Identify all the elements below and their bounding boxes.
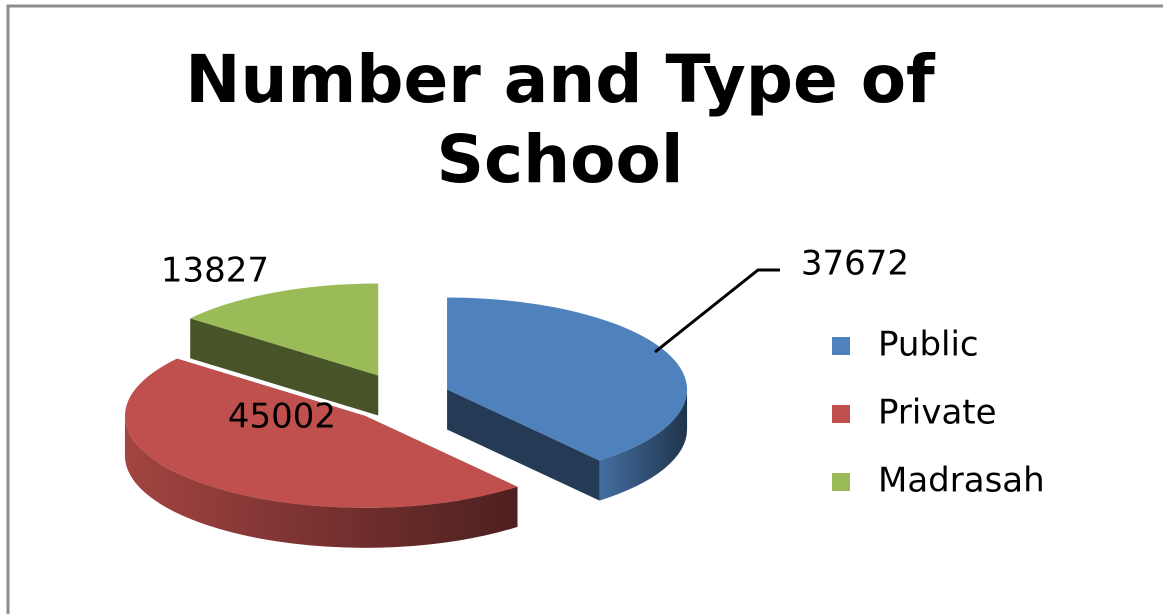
legend-label: Madrasah: [878, 461, 1045, 501]
legend-label: Private: [878, 393, 997, 433]
pie-slice-wall: [190, 318, 379, 416]
pie-slice: [447, 297, 688, 461]
legend-swatch: [832, 473, 850, 491]
chart-frame: [6, 4, 1163, 614]
pie-slice-wall: [447, 389, 600, 501]
legend-swatch: [832, 337, 850, 355]
data-label: 13827: [161, 251, 269, 291]
legend-swatch: [832, 405, 850, 423]
chart-title: Number and Type of School: [185, 41, 935, 198]
data-label: 37672: [801, 244, 909, 284]
pie-slice-side: [599, 389, 688, 501]
pie-slice-side: [124, 415, 518, 548]
legend-label: Public: [878, 325, 979, 365]
pie-slice: [190, 283, 379, 376]
pie-slice: [124, 358, 518, 508]
leader-line: [654, 268, 780, 354]
data-label: 45002: [228, 397, 336, 437]
